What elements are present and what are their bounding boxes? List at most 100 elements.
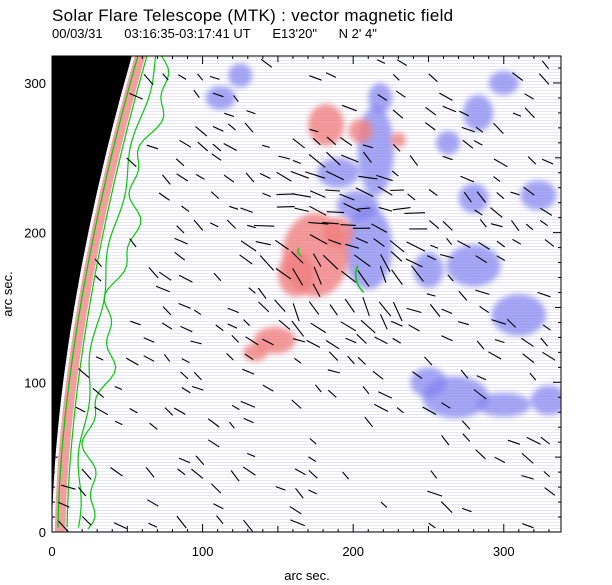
field-vector <box>213 503 224 510</box>
field-vector <box>312 253 322 267</box>
field-vector <box>462 139 474 149</box>
field-vector <box>430 244 439 249</box>
field-vector <box>512 112 522 117</box>
field-vector <box>211 153 222 161</box>
field-vector <box>380 501 388 508</box>
field-vector <box>542 324 551 331</box>
field-vector <box>309 75 322 81</box>
field-vector <box>372 370 384 380</box>
field-vector <box>378 391 393 399</box>
field-vector <box>521 337 534 347</box>
limb-contour <box>77 56 157 528</box>
field-vector <box>240 207 253 213</box>
field-vector <box>164 407 174 416</box>
field-vector <box>475 255 488 264</box>
field-vector <box>246 110 256 115</box>
negative-polarity-patch <box>436 130 461 155</box>
position-east: E13'20" <box>272 26 318 41</box>
x-tick-label: 100 <box>192 544 214 559</box>
field-vector <box>178 274 193 283</box>
field-vector <box>364 416 374 428</box>
field-vector <box>147 499 159 507</box>
field-vector <box>358 175 378 180</box>
field-vector <box>491 319 507 325</box>
vector-field-layer <box>57 58 556 532</box>
field-vector <box>374 336 388 345</box>
field-vector <box>242 466 256 476</box>
field-vector <box>158 192 170 201</box>
field-vector <box>207 439 220 448</box>
field-vector <box>543 470 551 478</box>
field-vector <box>113 522 127 530</box>
field-vector <box>476 191 487 203</box>
field-vector <box>223 143 237 151</box>
negative-polarity-patch <box>488 70 519 95</box>
field-vector <box>356 333 367 344</box>
field-vector <box>422 406 437 415</box>
field-vector <box>306 339 321 348</box>
field-vector <box>524 93 534 100</box>
field-vector <box>180 325 193 333</box>
field-vector <box>510 191 520 196</box>
field-vector <box>224 112 235 118</box>
field-vector <box>441 335 453 342</box>
field-vector <box>130 320 141 326</box>
field-vector <box>292 303 300 322</box>
field-vector <box>493 122 504 134</box>
field-vector <box>424 122 436 131</box>
field-vector <box>210 191 220 200</box>
field-vector <box>294 207 309 212</box>
field-vector <box>488 351 502 360</box>
field-vector <box>181 205 190 213</box>
field-vector <box>143 73 154 86</box>
negative-polarity-patch <box>446 244 501 287</box>
negative-polarity-patch <box>317 157 360 188</box>
field-vector <box>479 219 487 228</box>
field-vector <box>294 357 302 364</box>
field-vector <box>129 408 138 414</box>
field-vector <box>176 225 185 234</box>
field-vector <box>82 516 92 526</box>
field-vector <box>326 136 337 146</box>
negative-polarity-patch <box>368 82 393 113</box>
field-vector <box>275 486 286 491</box>
field-vector <box>493 176 501 182</box>
observation-time-range: 03:16:35-03:17:41 UT <box>124 26 251 41</box>
field-vector <box>426 255 436 261</box>
field-vector <box>227 323 238 329</box>
field-vector <box>389 240 405 253</box>
field-vector <box>407 193 416 201</box>
field-vector <box>308 489 317 495</box>
field-vector <box>396 59 407 66</box>
field-vector <box>376 174 393 182</box>
field-vector <box>207 418 220 428</box>
field-vector <box>378 206 393 212</box>
field-vector <box>129 92 143 100</box>
field-vector <box>540 337 549 347</box>
field-vector <box>427 490 443 497</box>
field-vector <box>362 144 373 149</box>
field-vector <box>343 202 361 212</box>
field-vector <box>274 299 286 312</box>
field-vector <box>278 155 291 160</box>
field-vector <box>461 507 472 513</box>
field-vector <box>340 321 357 332</box>
field-vector <box>92 387 105 398</box>
negative-polarity-patch <box>491 294 546 336</box>
field-vector <box>525 223 534 231</box>
field-vector <box>377 186 393 196</box>
field-vector <box>321 222 339 225</box>
field-vector <box>496 255 506 261</box>
field-vector <box>326 170 345 181</box>
field-vector <box>308 456 317 462</box>
field-vector <box>475 449 486 460</box>
field-vector <box>446 237 453 246</box>
field-vector <box>191 468 204 479</box>
field-vector <box>440 501 453 513</box>
field-vector <box>125 357 139 366</box>
field-vector <box>326 151 341 166</box>
field-vector <box>357 356 366 365</box>
field-vector <box>460 369 469 379</box>
field-vector <box>158 271 172 281</box>
